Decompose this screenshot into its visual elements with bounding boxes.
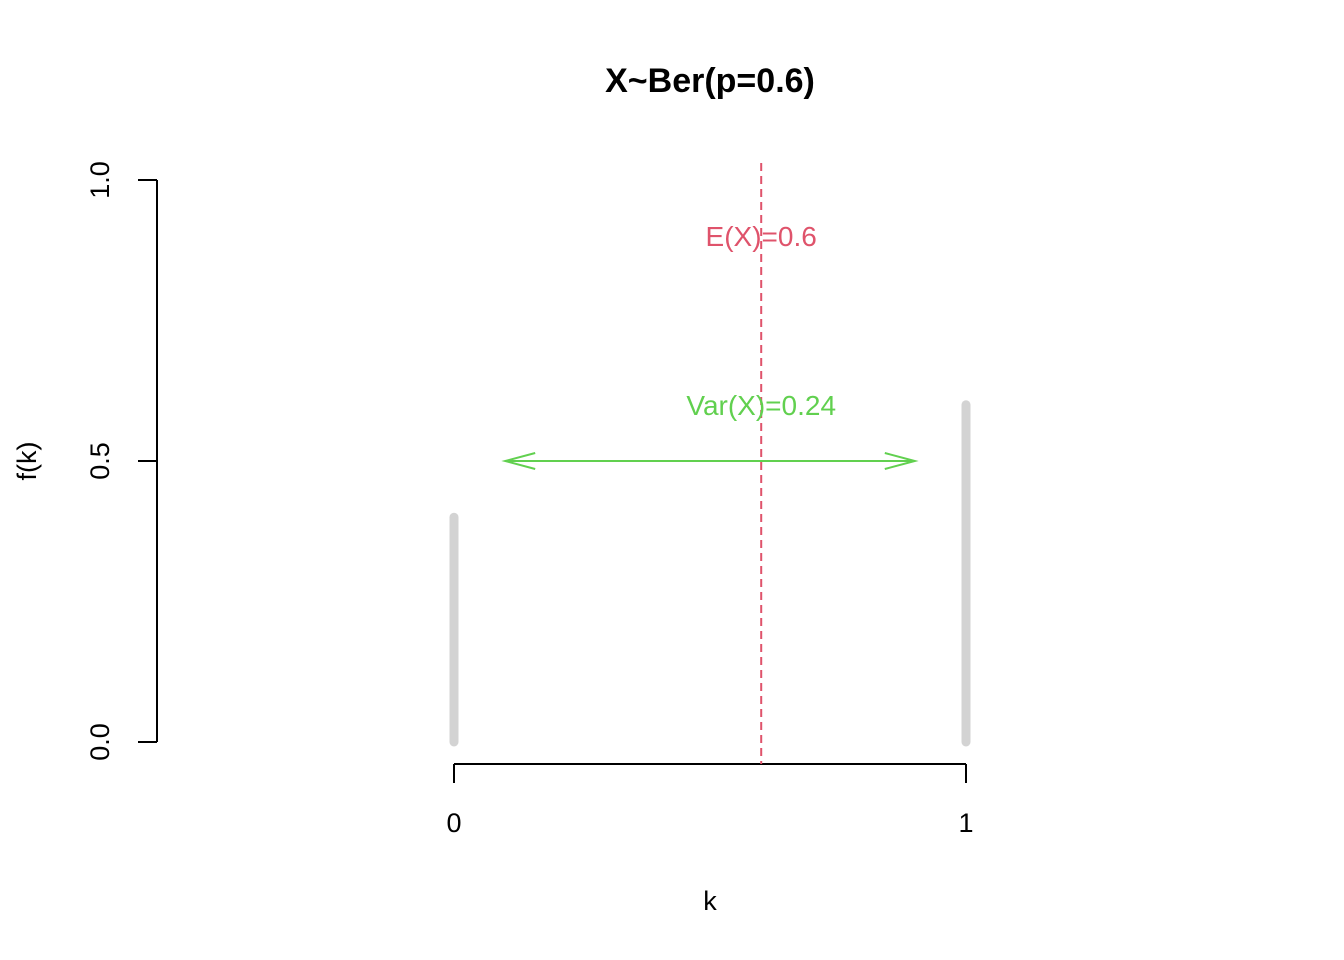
y-tick-label: 1.0 xyxy=(85,161,115,199)
y-tick-label: 0.5 xyxy=(85,442,115,480)
variance-arrowhead-left xyxy=(501,452,536,470)
x-tick-label: 0 xyxy=(446,808,461,838)
y-tick-label: 0.0 xyxy=(85,723,115,761)
x-axis-label: k xyxy=(703,886,717,916)
y-axis-label: f(k) xyxy=(12,442,42,481)
variance-arrowhead-right xyxy=(884,452,919,470)
expectation-label: E(X)=0.6 xyxy=(706,221,817,252)
variance-label: Var(X)=0.24 xyxy=(686,390,836,421)
chart-title: X~Ber(p=0.6) xyxy=(605,62,815,100)
x-tick-label: 1 xyxy=(958,808,973,838)
